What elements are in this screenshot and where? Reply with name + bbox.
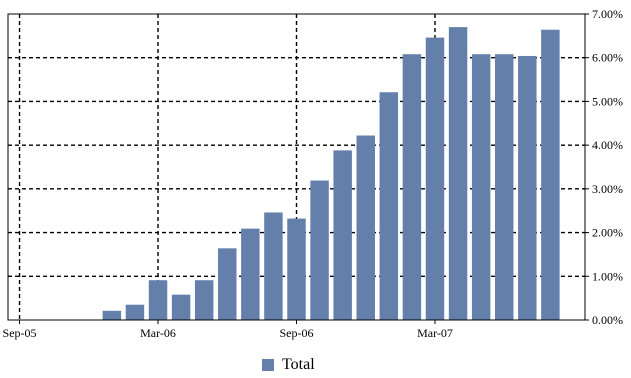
legend: Total [262,357,315,373]
x-tick-label: Mar-07 [417,326,453,340]
y-tick-label: 2.00% [592,226,623,240]
bar-Mar-07 [425,37,445,320]
y-tick-label: 4.00% [592,138,623,152]
x-tick-label: Sep-06 [280,326,314,340]
y-tick-label: 1.00% [592,269,623,283]
y-tick-label: 7.00% [592,7,623,21]
bar-Feb-06 [125,304,145,320]
bar-Jan-06 [102,310,122,320]
bar-Apr-07 [448,27,468,320]
legend-swatch-total [262,359,274,371]
y-tick-label: 5.00% [592,94,623,108]
bar-Sep-06 [287,218,306,320]
bar-Aug-06 [264,212,283,320]
bar-Jul-06 [241,228,260,320]
x-tick-label: Sep-05 [3,326,37,340]
bar-May-07 [471,54,491,321]
bar-Apr-06 [171,294,191,320]
x-tick-label: Mar-06 [140,326,176,340]
y-tick-label: 6.00% [592,51,623,65]
bar-Mar-06 [148,280,168,320]
bar-Jan-07 [379,92,399,321]
bar-Oct-06 [310,180,329,320]
bar-Jun-06 [218,248,237,320]
bar-Dec-06 [356,135,375,320]
y-tick-label: 0.00% [592,313,623,327]
bar-Jul-07 [518,55,537,321]
bar-Nov-06 [333,150,352,320]
bar-Feb-07 [402,54,422,321]
bar-Aug-07 [541,29,560,320]
bar-Jun-07 [494,54,514,321]
legend-label-total: Total [282,356,315,373]
bar-May-06 [194,280,214,320]
y-tick-label: 3.00% [592,182,623,196]
